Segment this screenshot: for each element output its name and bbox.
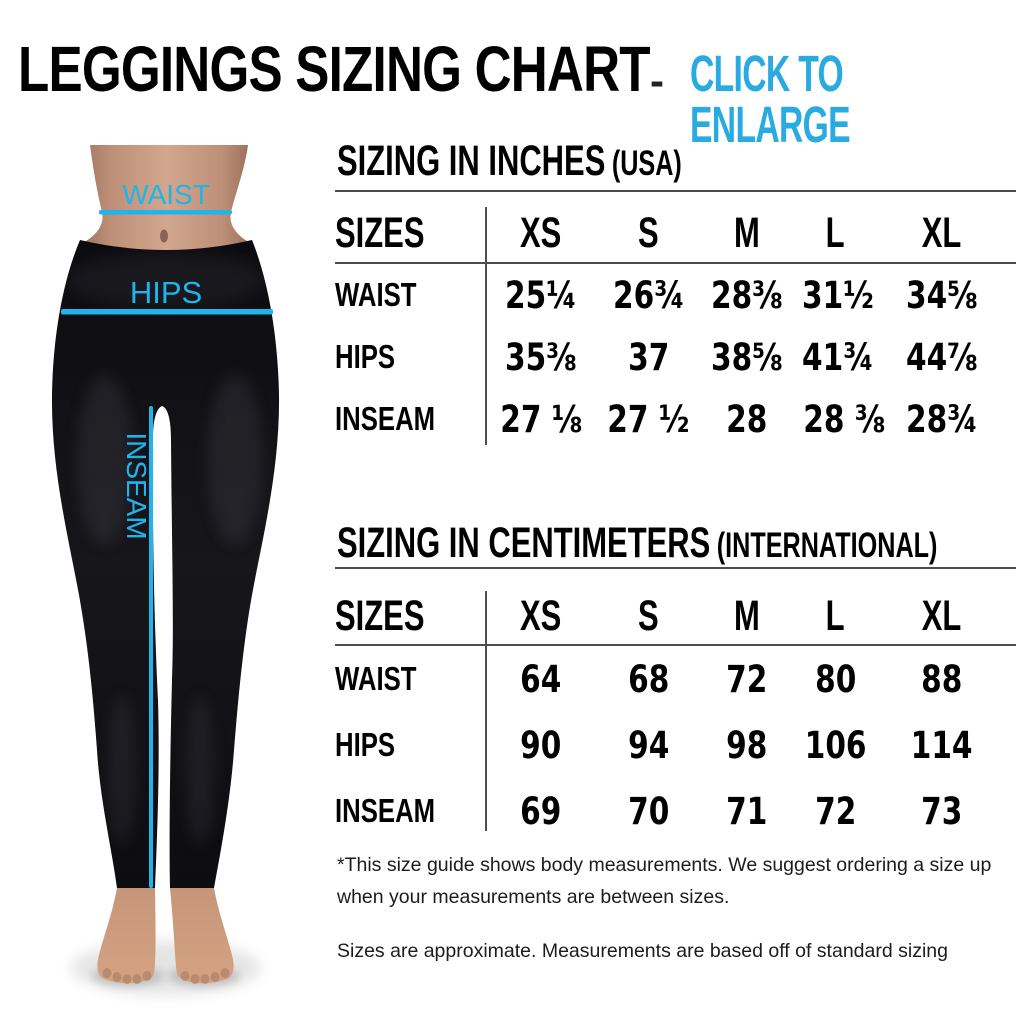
hips-label: HIPS [130, 275, 202, 310]
size-value: 44⅞ [905, 335, 978, 379]
size-value: 37 [627, 335, 670, 379]
inches-header-s: S [638, 208, 659, 257]
black-leggings [51, 240, 280, 888]
size-value: 25¼ [505, 273, 577, 317]
cm-size-table: SIZES XS S M L XL WAIST 64 68 72 80 88 H… [335, 588, 1016, 844]
title-separator: - [650, 57, 664, 104]
hips-line [61, 309, 273, 315]
cm-table-divider [485, 591, 487, 831]
bare-feet [97, 888, 234, 984]
size-value: 80 [814, 657, 857, 701]
inches-size-table: SIZES XS S M L XL WAIST 25¼ 26¾ 28⅜ 31½ … [335, 204, 1016, 450]
inseam-line [149, 406, 153, 888]
size-value: 26¾ [612, 273, 685, 317]
cm-header-s: S [638, 591, 659, 640]
size-value: 72 [726, 657, 768, 701]
size-value: 73 [920, 789, 963, 833]
page-title: LEGGINGS SIZING CHART [18, 33, 651, 105]
measurement-guides: WAIST HIPS INSEAM [61, 179, 273, 888]
size-value: 88 [920, 657, 963, 701]
size-value: 28 [726, 397, 768, 441]
row-label: INSEAM [335, 792, 436, 829]
inches-hips-row: HIPS 35⅜ 37 38⅝ 41¾ 44⅞ [335, 326, 1016, 388]
click-to-enlarge-link[interactable]: CLICK TO ENLARGE [690, 45, 851, 153]
size-value: 64 [520, 657, 562, 701]
waist-label: WAIST [122, 179, 210, 210]
size-value: 35⅜ [505, 335, 577, 379]
inches-section-title: SIZING IN INCHES (USA) [337, 137, 682, 185]
cm-waist-row: WAIST 64 68 72 80 88 [335, 646, 1016, 712]
size-value: 68 [627, 657, 670, 701]
size-value: 70 [627, 789, 670, 833]
inches-header-m: M [734, 208, 760, 257]
cm-hips-row: HIPS 90 94 98 106 114 [335, 712, 1016, 778]
size-value: 94 [627, 723, 670, 767]
size-value: 71 [726, 789, 768, 833]
size-guide-note: *This size guide shows body measurements… [337, 854, 992, 908]
size-value: 98 [726, 723, 768, 767]
inches-waist-row: WAIST 25¼ 26¾ 28⅜ 31½ 34⅝ [335, 264, 1016, 326]
leggings-model-image: WAIST HIPS INSEAM [51, 145, 280, 995]
waist-line [99, 210, 232, 215]
size-value: 27 ½ [607, 397, 690, 441]
inches-inseam-row: INSEAM 27 ⅛ 27 ½ 28 28 ⅜ 28¾ [335, 388, 1016, 450]
approximate-note: Sizes are approximate. Measurements are … [337, 940, 948, 962]
row-label: WAIST [335, 660, 417, 697]
size-value: 41¾ [801, 335, 874, 379]
size-value: 28 ⅜ [803, 397, 886, 441]
size-value: 114 [910, 723, 973, 767]
size-value: 31½ [801, 273, 874, 317]
cm-section-title: SIZING IN CENTIMETERS (INTERNATIONAL) [337, 519, 938, 567]
bare-torso [79, 145, 254, 258]
size-value: 27 ⅛ [499, 397, 583, 441]
row-label: WAIST [335, 276, 417, 313]
size-value: 90 [520, 723, 562, 767]
row-label: HIPS [335, 338, 396, 375]
row-label: INSEAM [335, 400, 436, 437]
size-value: 28¾ [905, 397, 978, 441]
inches-header-row: SIZES XS S M L XL [335, 204, 1016, 264]
navel [160, 229, 168, 243]
inches-header-l: L [826, 208, 845, 257]
cm-inseam-row: INSEAM 69 70 71 72 73 [335, 778, 1016, 844]
row-label: HIPS [335, 726, 396, 763]
cm-header-row: SIZES XS S M L XL [335, 588, 1016, 646]
inches-title-rule [335, 190, 1016, 192]
size-value: 34⅝ [905, 273, 978, 317]
size-value: 106 [804, 723, 867, 767]
inches-header-xl: XL [921, 208, 962, 257]
cm-header-sizes: SIZES [335, 591, 425, 640]
size-value: 28⅜ [711, 273, 783, 317]
size-value: 69 [520, 789, 562, 833]
cm-header-xs: XS [520, 591, 562, 640]
cm-header-m: M [734, 591, 760, 640]
inches-header-xs: XS [520, 208, 562, 257]
size-value: 38⅝ [711, 335, 783, 379]
size-value: 72 [814, 789, 857, 833]
inches-header-sizes: SIZES [335, 208, 425, 257]
cm-title-rule [335, 567, 1016, 569]
inches-table-divider [485, 207, 487, 445]
inseam-label: INSEAM [121, 432, 152, 539]
cm-header-l: L [826, 591, 845, 640]
cm-header-xl: XL [921, 591, 962, 640]
